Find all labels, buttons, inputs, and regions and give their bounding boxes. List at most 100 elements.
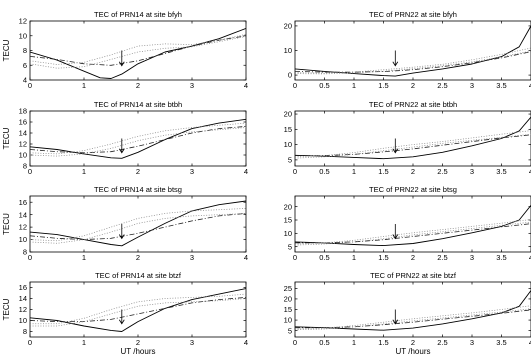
x-tick-label: 2 xyxy=(411,81,415,90)
axes-frame xyxy=(294,20,531,81)
axes-frame xyxy=(29,110,247,167)
y-tick-label: 0 xyxy=(288,71,292,80)
y-tick-label: 4 xyxy=(23,76,27,85)
x-tick-label: 1.5 xyxy=(378,338,388,347)
subplot-6: TEC of PRN22 at site btsg 0 0.5 1 1.5 2 2.5 3 3.… xyxy=(284,185,531,262)
y-tick-label: 5 xyxy=(288,242,292,251)
x-tick-label: 2 xyxy=(136,81,140,90)
x-tick-label: 3 xyxy=(470,253,474,262)
series-line-dashdot-2 xyxy=(295,309,531,329)
x-tick-label: 0.5 xyxy=(319,81,329,90)
y-tick-label: 25 xyxy=(284,284,292,293)
y-tick-label: 20 xyxy=(284,22,292,31)
x-tick-label: 0 xyxy=(293,253,297,262)
series-line-solid-1 xyxy=(295,205,531,247)
x-tick-label: 3 xyxy=(190,338,194,347)
x-tick-label: 2 xyxy=(136,338,140,347)
subplot-title: TEC of PRN22 at site bfyh xyxy=(369,10,457,19)
y-tick-label: 6 xyxy=(23,61,27,70)
series-line-dashdot-2 xyxy=(30,35,246,66)
x-tick-label: 3 xyxy=(470,338,474,347)
y-tick-label: 10 xyxy=(19,316,27,325)
x-tick-label: 0.5 xyxy=(319,338,329,347)
x-tick-label: 2 xyxy=(136,167,140,176)
axes-frame xyxy=(294,281,531,338)
y-tick-label: 8 xyxy=(23,162,27,171)
y-axis-label: TECU xyxy=(2,127,11,149)
x-tick-label: 0 xyxy=(293,81,297,90)
y-tick-label: 10 xyxy=(284,46,292,55)
event-arrow-head xyxy=(118,61,125,67)
x-tick-label: 1.5 xyxy=(378,253,388,262)
event-arrow-head xyxy=(392,319,399,325)
subplot-title: TEC of PRN14 at site btsg xyxy=(94,185,182,194)
series-group xyxy=(30,118,246,159)
x-tick-label: 1 xyxy=(82,253,86,262)
y-tick-label: 14 xyxy=(19,210,27,219)
x-tick-label: 1 xyxy=(82,81,86,90)
x-axis-label: UT /hours xyxy=(396,347,431,356)
x-tick-label: 2.5 xyxy=(437,167,447,176)
series-line-dotted-3 xyxy=(295,219,531,245)
series-group xyxy=(30,200,246,247)
series-group xyxy=(30,288,246,332)
y-tick-label: 10 xyxy=(19,235,27,244)
series-line-dashdot-2 xyxy=(295,51,531,73)
series-line-solid-1 xyxy=(30,27,246,79)
axes-frame xyxy=(29,20,247,81)
x-tick-label: 3 xyxy=(470,167,474,176)
x-tick-label: 1 xyxy=(352,81,356,90)
x-tick-label: 3 xyxy=(190,81,194,90)
subplot-title: TEC of PRN22 at site btbh xyxy=(369,100,457,109)
subplot-8: TEC of PRN22 at site btzf 0 0.5 1 1.5 2 2.5 3 3.… xyxy=(284,271,531,356)
axes-frame xyxy=(29,281,247,338)
x-tick-label: 1 xyxy=(352,338,356,347)
y-tick-label: 15 xyxy=(284,125,292,134)
series-line-dotted-4 xyxy=(295,50,531,75)
y-tick-label: 18 xyxy=(19,107,27,116)
x-tick-label: 4 xyxy=(244,253,248,262)
x-tick-label: 4 xyxy=(244,338,248,347)
x-tick-label: 3 xyxy=(470,81,474,90)
series-group xyxy=(30,27,246,79)
y-tick-label: 16 xyxy=(19,118,27,127)
x-tick-label: 0 xyxy=(28,81,32,90)
x-tick-label: 4 xyxy=(529,338,531,347)
x-tick-label: 0 xyxy=(293,167,297,176)
event-arrow-head xyxy=(392,234,399,240)
y-tick-label: 12 xyxy=(19,223,27,232)
event-arrow-head xyxy=(392,148,399,154)
series-line-dotted-3 xyxy=(30,122,246,155)
series-group xyxy=(295,25,531,77)
series-group xyxy=(295,290,531,331)
series-line-dotted-3 xyxy=(295,47,531,74)
x-tick-label: 3 xyxy=(190,253,194,262)
series-line-dotted-4 xyxy=(295,308,531,331)
x-tick-label: 4 xyxy=(244,81,248,90)
x-axis-label: UT /hours xyxy=(121,347,156,356)
series-line-solid-1 xyxy=(30,200,246,247)
y-tick-label: 8 xyxy=(23,248,27,257)
subplot-title: TEC of PRN14 at site btzf xyxy=(95,271,182,280)
x-tick-label: 1 xyxy=(82,338,86,347)
subplot-title: TEC of PRN14 at site btbh xyxy=(94,100,182,109)
series-line-dotted-4 xyxy=(30,36,246,69)
subplot-4: TEC of PRN22 at site btbh 0 0.5 1 1.5 2 2.5 3 3.… xyxy=(284,100,531,176)
subplot-title: TEC of PRN14 at site bfyh xyxy=(94,10,182,19)
series-line-dashdot-2 xyxy=(295,134,531,157)
series-line-dotted-3 xyxy=(295,130,531,158)
series-line-dotted-3 xyxy=(295,305,531,330)
y-tick-label: 20 xyxy=(284,110,292,119)
y-tick-label: 12 xyxy=(19,305,27,314)
y-tick-label: 20 xyxy=(284,202,292,211)
y-tick-label: 8 xyxy=(23,46,27,55)
y-tick-label: 15 xyxy=(284,305,292,314)
event-arrow-head xyxy=(118,234,125,240)
x-tick-label: 0 xyxy=(28,253,32,262)
y-axis-label: TECU xyxy=(2,39,11,61)
y-tick-label: 10 xyxy=(284,140,292,149)
y-tick-label: 15 xyxy=(284,216,292,225)
subplot-2: TEC of PRN22 at site bfyh 0 0.5 1 1.5 2 2.5 3 3.… xyxy=(284,10,531,90)
